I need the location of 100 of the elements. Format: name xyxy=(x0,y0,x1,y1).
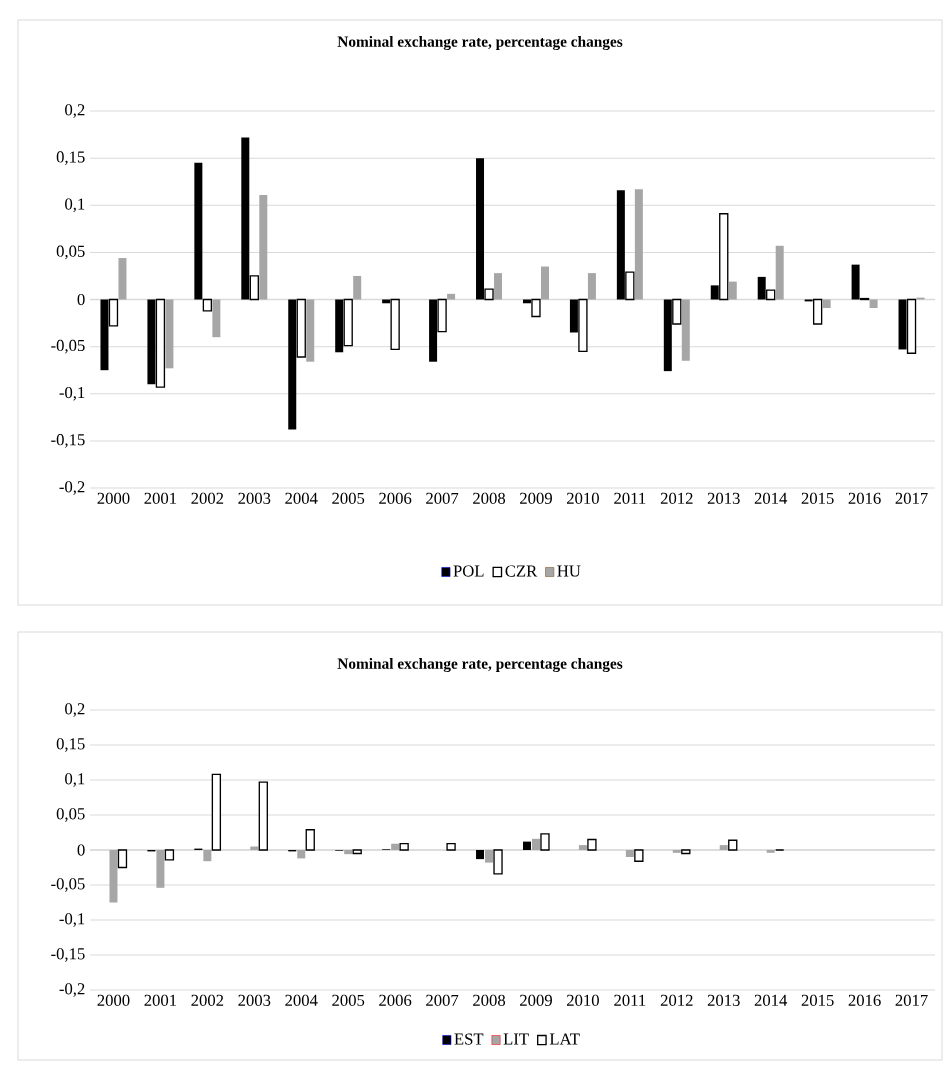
bar xyxy=(344,850,353,855)
bar xyxy=(391,843,400,851)
x-tick-label: 2003 xyxy=(238,492,271,504)
bar xyxy=(766,850,775,853)
bar xyxy=(165,299,174,369)
bar xyxy=(164,849,175,861)
x-tick-label: 2014 xyxy=(754,994,788,1006)
bar xyxy=(775,245,784,300)
x-tick-label: 2009 xyxy=(520,994,552,1006)
bar xyxy=(531,838,540,851)
bar xyxy=(352,849,362,855)
bar xyxy=(681,299,690,361)
bar xyxy=(540,266,549,300)
y-tick-label: 0,05 xyxy=(56,245,85,260)
bar xyxy=(728,839,738,851)
x-tick-label: 2003 xyxy=(238,994,271,1006)
chart-title: Nominal exchange rate, percentage changes xyxy=(337,657,623,673)
x-tick-label: 2006 xyxy=(379,492,412,504)
y-tick-label: -0,1 xyxy=(59,386,85,401)
x-tick-label: 2016 xyxy=(848,492,881,504)
x-tick-label: 2007 xyxy=(426,492,459,504)
x-tick-label: 2011 xyxy=(614,994,646,1006)
x-tick-label: 2012 xyxy=(660,492,693,504)
legend-label: LIT xyxy=(503,1033,529,1045)
x-tick-label: 2006 xyxy=(379,994,412,1006)
y-tick-label: -0,2 xyxy=(59,481,85,495)
y-tick-label: -0,15 xyxy=(51,948,85,962)
y-tick-label: -0,05 xyxy=(51,878,85,892)
y-tick-label: -0,15 xyxy=(51,434,85,448)
x-tick-label: 2005 xyxy=(332,492,365,504)
legend-label: POL xyxy=(453,565,484,577)
bar xyxy=(259,194,268,300)
x-tick-label: 2010 xyxy=(566,994,599,1006)
x-tick-label: 2001 xyxy=(144,994,177,1006)
x-tick-label: 2007 xyxy=(426,994,459,1006)
y-tick-label: -0,05 xyxy=(51,339,85,354)
bar xyxy=(109,850,118,903)
y-tick-label: -0,1 xyxy=(59,913,85,927)
legend-label: HU xyxy=(557,565,581,577)
legend-label: CZR xyxy=(505,565,538,577)
chart-title: Nominal exchange rate, percentage changes xyxy=(337,35,623,51)
x-tick-label: 2014 xyxy=(754,492,788,504)
bar xyxy=(446,843,456,851)
x-tick-label: 2008 xyxy=(473,994,506,1006)
bar xyxy=(681,849,691,855)
bar xyxy=(212,299,221,338)
x-tick-label: 2000 xyxy=(97,492,130,504)
y-tick-label: 0,15 xyxy=(56,738,85,752)
y-tick-label: 0 xyxy=(77,844,85,856)
bar xyxy=(476,850,485,860)
bar xyxy=(869,299,878,308)
bar xyxy=(634,849,644,862)
x-tick-label: 2017 xyxy=(895,492,928,504)
x-tick-label: 2000 xyxy=(97,994,130,1006)
x-tick-label: 2002 xyxy=(191,994,224,1006)
y-tick-label: -0,2 xyxy=(59,983,85,997)
y-tick-label: 0,2 xyxy=(65,703,85,717)
bar xyxy=(118,258,127,300)
bar xyxy=(578,845,587,851)
y-tick-label: 0 xyxy=(77,293,85,306)
bar xyxy=(306,299,315,362)
bar xyxy=(399,843,409,851)
bar xyxy=(305,829,315,851)
bar xyxy=(587,838,597,851)
bar xyxy=(156,850,165,888)
x-tick-label: 2015 xyxy=(801,492,834,504)
bar xyxy=(258,781,268,851)
bar xyxy=(117,849,128,869)
x-tick-label: 2011 xyxy=(614,492,646,504)
legend-label: EST xyxy=(454,1033,484,1045)
bar xyxy=(203,850,212,862)
y-tick-label: 0,15 xyxy=(56,151,85,165)
bar xyxy=(211,773,222,851)
y-tick-label: 0,2 xyxy=(65,104,85,118)
bar xyxy=(297,850,306,859)
x-tick-label: 2016 xyxy=(848,994,881,1006)
y-tick-label: 0,1 xyxy=(65,198,85,213)
y-tick-label: 0,1 xyxy=(65,773,85,787)
bar xyxy=(522,841,531,851)
bar xyxy=(493,849,503,875)
x-tick-label: 2002 xyxy=(191,492,224,504)
bar xyxy=(634,189,643,300)
y-tick-label: 0,05 xyxy=(56,808,85,822)
bar xyxy=(719,845,728,851)
x-tick-label: 2015 xyxy=(801,994,834,1006)
bar xyxy=(485,850,494,863)
x-tick-label: 2010 xyxy=(566,492,599,504)
x-tick-label: 2004 xyxy=(285,994,318,1006)
x-tick-label: 2009 xyxy=(520,492,552,504)
x-tick-label: 2013 xyxy=(707,994,740,1006)
x-tick-label: 2004 xyxy=(285,492,318,504)
x-tick-label: 2005 xyxy=(332,994,365,1006)
legend-label: LAT xyxy=(549,1033,580,1045)
bar xyxy=(625,850,634,858)
x-tick-label: 2017 xyxy=(895,994,928,1006)
bar xyxy=(822,299,831,308)
x-tick-label: 2013 xyxy=(707,492,740,504)
x-tick-label: 2001 xyxy=(144,492,177,504)
bar xyxy=(672,850,681,853)
x-tick-label: 2012 xyxy=(660,994,693,1006)
